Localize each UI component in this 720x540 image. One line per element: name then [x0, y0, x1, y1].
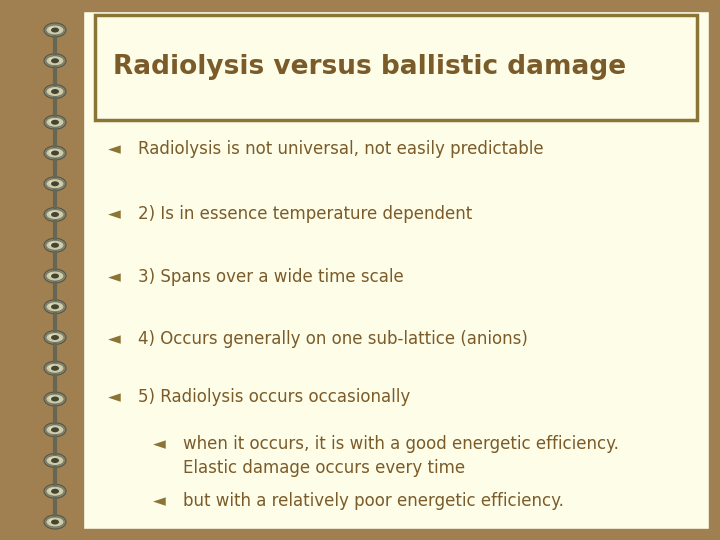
Ellipse shape	[49, 58, 57, 62]
Text: 2) Is in essence temperature dependent: 2) Is in essence temperature dependent	[138, 205, 472, 223]
Ellipse shape	[44, 269, 66, 283]
Ellipse shape	[49, 396, 57, 400]
Ellipse shape	[44, 484, 66, 498]
Ellipse shape	[44, 115, 66, 129]
Ellipse shape	[51, 304, 59, 309]
Ellipse shape	[49, 119, 57, 123]
Ellipse shape	[46, 456, 64, 465]
Ellipse shape	[44, 392, 66, 406]
Ellipse shape	[51, 273, 59, 279]
Ellipse shape	[51, 58, 59, 63]
Ellipse shape	[44, 146, 66, 160]
Ellipse shape	[46, 394, 64, 404]
Text: Radiolysis versus ballistic damage: Radiolysis versus ballistic damage	[113, 55, 626, 80]
Ellipse shape	[51, 120, 59, 125]
Ellipse shape	[46, 148, 64, 158]
Ellipse shape	[51, 396, 59, 402]
Ellipse shape	[44, 238, 66, 252]
Ellipse shape	[49, 365, 57, 369]
Ellipse shape	[44, 330, 66, 345]
Ellipse shape	[51, 427, 59, 432]
Ellipse shape	[49, 212, 57, 215]
Ellipse shape	[51, 212, 59, 217]
Ellipse shape	[51, 489, 59, 494]
Ellipse shape	[49, 273, 57, 277]
Ellipse shape	[46, 210, 64, 219]
Ellipse shape	[49, 181, 57, 185]
Ellipse shape	[44, 84, 66, 98]
Ellipse shape	[44, 300, 66, 314]
Ellipse shape	[46, 271, 64, 281]
Ellipse shape	[49, 303, 57, 308]
Ellipse shape	[46, 25, 64, 35]
Ellipse shape	[44, 23, 66, 37]
Ellipse shape	[46, 302, 64, 312]
Text: ◄: ◄	[108, 388, 120, 406]
Ellipse shape	[49, 150, 57, 154]
Ellipse shape	[49, 89, 57, 92]
Ellipse shape	[44, 177, 66, 191]
Text: 5) Radiolysis occurs occasionally: 5) Radiolysis occurs occasionally	[138, 388, 410, 406]
Text: 4) Occurs generally on one sub-lattice (anions): 4) Occurs generally on one sub-lattice (…	[138, 330, 528, 348]
Ellipse shape	[49, 488, 57, 492]
Text: but with a relatively poor energetic efficiency.: but with a relatively poor energetic eff…	[183, 492, 564, 510]
Ellipse shape	[51, 335, 59, 340]
Ellipse shape	[51, 458, 59, 463]
Text: ◄: ◄	[108, 268, 120, 286]
Ellipse shape	[51, 519, 59, 524]
Text: 3) Spans over a wide time scale: 3) Spans over a wide time scale	[138, 268, 403, 286]
Text: ◄: ◄	[108, 205, 120, 223]
Ellipse shape	[44, 207, 66, 221]
Ellipse shape	[46, 240, 64, 250]
Ellipse shape	[46, 179, 64, 189]
Ellipse shape	[44, 515, 66, 529]
Text: ◄: ◄	[108, 330, 120, 348]
Text: when it occurs, it is with a good energetic efficiency.
Elastic damage occurs ev: when it occurs, it is with a good energe…	[183, 435, 618, 477]
Ellipse shape	[46, 425, 64, 435]
Ellipse shape	[46, 486, 64, 496]
Ellipse shape	[44, 454, 66, 468]
Text: ◄: ◄	[153, 492, 166, 510]
Ellipse shape	[51, 181, 59, 186]
Ellipse shape	[46, 363, 64, 373]
Ellipse shape	[51, 151, 59, 156]
Ellipse shape	[49, 427, 57, 431]
Ellipse shape	[46, 333, 64, 342]
Text: Radiolysis is not universal, not easily predictable: Radiolysis is not universal, not easily …	[138, 140, 544, 158]
Ellipse shape	[46, 517, 64, 527]
Ellipse shape	[49, 457, 57, 462]
Ellipse shape	[44, 361, 66, 375]
Ellipse shape	[46, 56, 64, 66]
Ellipse shape	[46, 86, 64, 97]
Ellipse shape	[51, 366, 59, 371]
Ellipse shape	[49, 242, 57, 246]
Ellipse shape	[49, 27, 57, 31]
Ellipse shape	[49, 334, 57, 339]
Ellipse shape	[49, 519, 57, 523]
Ellipse shape	[51, 89, 59, 94]
Bar	[95, 15, 697, 120]
Text: ◄: ◄	[153, 435, 166, 453]
Ellipse shape	[44, 423, 66, 437]
Text: ◄: ◄	[108, 140, 120, 158]
Ellipse shape	[51, 28, 59, 32]
Ellipse shape	[51, 243, 59, 248]
Ellipse shape	[46, 117, 64, 127]
Ellipse shape	[44, 54, 66, 68]
